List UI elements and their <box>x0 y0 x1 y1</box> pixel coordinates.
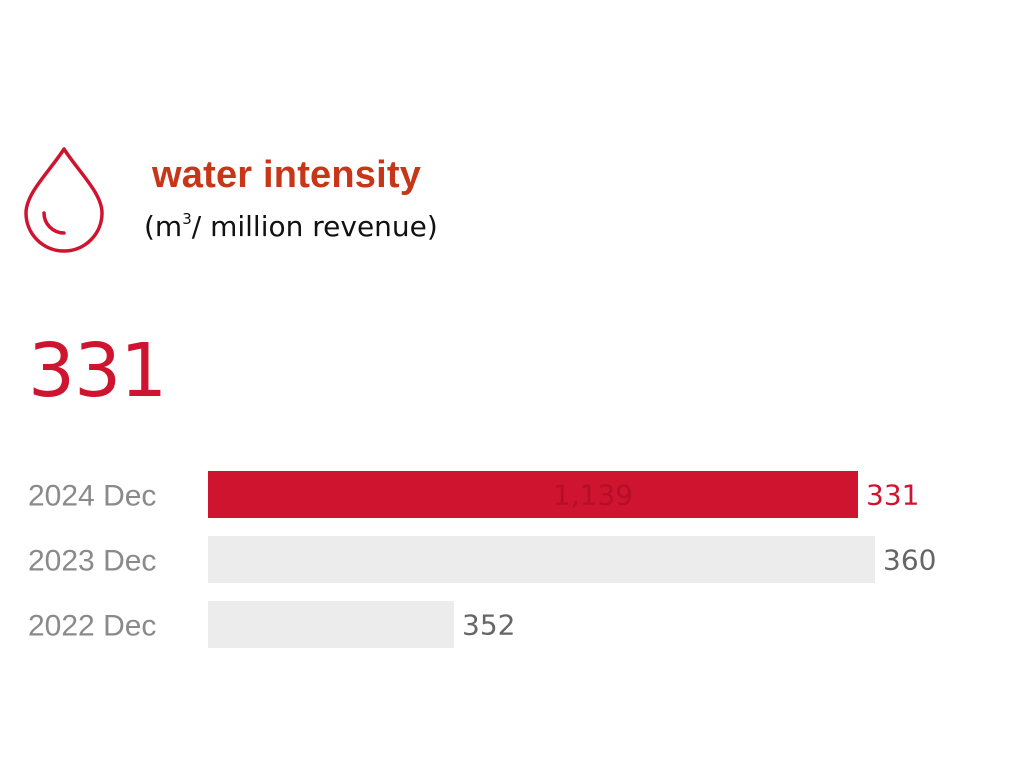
value-label: 360 <box>883 544 936 577</box>
bar-chart-svg: 2024 Dec 1,139 331 2023 Dec 360 2022 Dec 352 <box>28 471 936 648</box>
chart-subtitle: (m3/ million revenue) <box>144 210 438 243</box>
chart-title: water intensity <box>152 154 422 196</box>
subtitle-prefix: (m <box>144 210 183 243</box>
bar-2024-dec <box>208 471 858 518</box>
category-label: 2022 Dec <box>28 610 156 643</box>
kpi-value: 331 <box>28 328 167 414</box>
bar-2022-dec <box>208 601 454 648</box>
value-label: 331 <box>866 479 919 512</box>
subtitle-suffix: / million revenue) <box>191 210 438 243</box>
subtitle-superscript: 3 <box>182 209 192 228</box>
category-label: 2024 Dec <box>28 480 156 513</box>
bar-chart: 2024 Dec 1,139 331 2023 Dec 360 2022 Dec 352 <box>0 440 1024 680</box>
category-label: 2023 Dec <box>28 545 156 578</box>
water-drop-icon <box>24 147 104 253</box>
faded-bar-label: 1,139 <box>553 479 633 512</box>
bar-2023-dec <box>208 536 875 583</box>
value-label: 352 <box>462 609 515 642</box>
